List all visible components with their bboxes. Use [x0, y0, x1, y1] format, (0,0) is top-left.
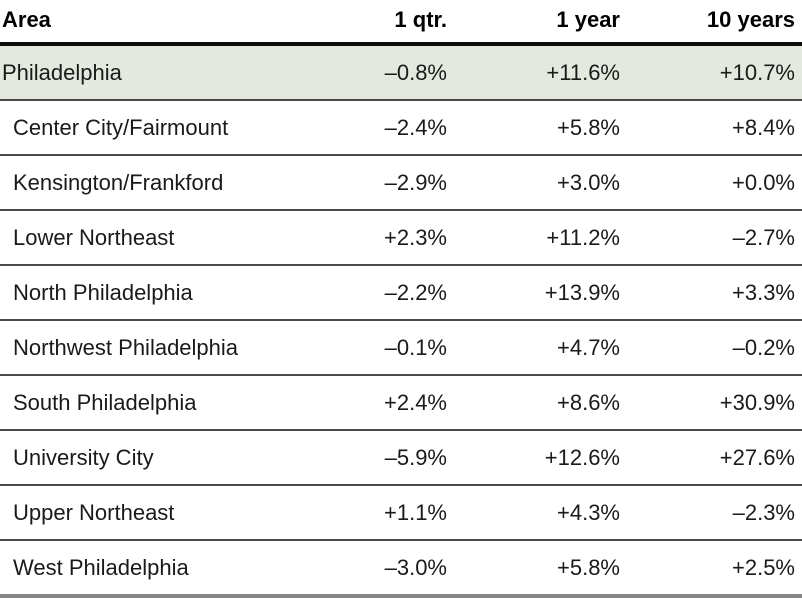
area-cell: Northwest Philadelphia [0, 320, 300, 376]
table-row-university-city: University City –5.9% +12.6% +27.6% [0, 430, 802, 486]
qtr-cell: –0.8% [300, 44, 447, 101]
year1-cell: +11.2% [447, 210, 620, 266]
qtr-cell: +2.3% [300, 210, 447, 266]
year10-cell: +10.7% [620, 44, 802, 101]
qtr-cell: +1.1% [300, 485, 447, 541]
col-header-10years: 10 years [620, 0, 802, 46]
table-row-north-philadelphia: North Philadelphia –2.2% +13.9% +3.3% [0, 265, 802, 321]
year1-cell: +4.3% [447, 485, 620, 541]
year1-cell: +8.6% [447, 375, 620, 431]
col-header-1year: 1 year [447, 0, 620, 46]
area-cell: North Philadelphia [0, 265, 300, 321]
year1-cell: +13.9% [447, 265, 620, 321]
year10-cell: –2.3% [620, 485, 802, 541]
year1-cell: +11.6% [447, 44, 620, 101]
year1-cell: +3.0% [447, 155, 620, 211]
table-row-west-philadelphia: West Philadelphia –3.0% +5.8% +2.5% [0, 540, 802, 598]
table-row-northwest-philadelphia: Northwest Philadelphia –0.1% +4.7% –0.2% [0, 320, 802, 376]
year10-cell: +0.0% [620, 155, 802, 211]
year1-cell: +5.8% [447, 540, 620, 598]
table-row-upper-northeast: Upper Northeast +1.1% +4.3% –2.3% [0, 485, 802, 541]
qtr-cell: –0.1% [300, 320, 447, 376]
table-header-row: Area 1 qtr. 1 year 10 years [0, 0, 802, 46]
year10-cell: –0.2% [620, 320, 802, 376]
qtr-cell: –3.0% [300, 540, 447, 598]
area-cell: University City [0, 430, 300, 486]
area-cell: Upper Northeast [0, 485, 300, 541]
year1-cell: +12.6% [447, 430, 620, 486]
year1-cell: +5.8% [447, 100, 620, 156]
area-cell: South Philadelphia [0, 375, 300, 431]
col-header-area: Area [0, 0, 300, 46]
year10-cell: +27.6% [620, 430, 802, 486]
qtr-cell: +2.4% [300, 375, 447, 431]
area-cell: West Philadelphia [0, 540, 300, 598]
area-cell: Lower Northeast [0, 210, 300, 266]
year10-cell: +3.3% [620, 265, 802, 321]
area-cell: Center City/Fairmount [0, 100, 300, 156]
table-row-lower-northeast: Lower Northeast +2.3% +11.2% –2.7% [0, 210, 802, 266]
year10-cell: +8.4% [620, 100, 802, 156]
year10-cell: +30.9% [620, 375, 802, 431]
col-header-1qtr: 1 qtr. [300, 0, 447, 46]
qtr-cell: –5.9% [300, 430, 447, 486]
area-cell: Philadelphia [0, 44, 300, 101]
qtr-cell: –2.4% [300, 100, 447, 156]
table-row-south-philadelphia: South Philadelphia +2.4% +8.6% +30.9% [0, 375, 802, 431]
table-row-philadelphia: Philadelphia –0.8% +11.6% +10.7% [0, 44, 802, 101]
qtr-cell: –2.9% [300, 155, 447, 211]
table-row-center-city-fairmount: Center City/Fairmount –2.4% +5.8% +8.4% [0, 100, 802, 156]
year1-cell: +4.7% [447, 320, 620, 376]
area-cell: Kensington/Frankford [0, 155, 300, 211]
year10-cell: +2.5% [620, 540, 802, 598]
table-row-kensington-frankford: Kensington/Frankford –2.9% +3.0% +0.0% [0, 155, 802, 211]
qtr-cell: –2.2% [300, 265, 447, 321]
year10-cell: –2.7% [620, 210, 802, 266]
